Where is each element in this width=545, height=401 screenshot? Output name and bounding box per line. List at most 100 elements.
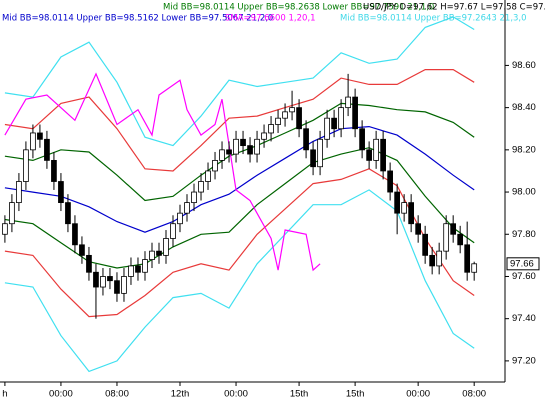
candle-body bbox=[303, 128, 309, 151]
x-tick-label: h bbox=[2, 389, 7, 400]
candle-body bbox=[289, 107, 295, 113]
candle-body bbox=[30, 132, 36, 151]
indicator-line bbox=[4, 72, 321, 272]
y-tick-label: 97.20 bbox=[512, 355, 536, 366]
x-tick-label: 00:00 bbox=[406, 389, 430, 400]
indicator-caption: Mid BB=98.0114 Upper BB=98.2638 Lower BB… bbox=[163, 3, 434, 13]
candle-body bbox=[156, 250, 162, 256]
indicator-line bbox=[4, 168, 475, 318]
candle-body bbox=[191, 191, 197, 204]
candle-body bbox=[352, 96, 358, 130]
candle-body bbox=[23, 149, 29, 182]
candle-body bbox=[184, 202, 190, 214]
y-tick-label: 97.80 bbox=[512, 229, 536, 240]
x-tick-label: 15th bbox=[346, 389, 365, 400]
y-tick-label: 98.00 bbox=[512, 187, 536, 198]
candle-body bbox=[429, 254, 436, 267]
x-tick-label: 00:00 bbox=[49, 389, 73, 400]
candle-body bbox=[163, 238, 169, 256]
candle-body bbox=[394, 191, 400, 214]
candle-body bbox=[247, 145, 253, 155]
candle-body bbox=[114, 280, 120, 294]
candle-body bbox=[149, 250, 155, 260]
indicator-caption: Mid BB=98.0114 Upper BB=98.5162 Lower BB… bbox=[2, 14, 273, 24]
indicator-line bbox=[4, 189, 475, 373]
indicator-line bbox=[4, 125, 475, 233]
candle-body bbox=[128, 265, 134, 277]
indicator-line bbox=[4, 16, 475, 147]
candle-body bbox=[142, 259, 148, 273]
x-tick-label: 15th bbox=[290, 389, 309, 400]
candle-body bbox=[268, 124, 274, 134]
candle-body bbox=[296, 107, 302, 130]
last-price-label: 97.66 bbox=[510, 258, 534, 269]
candle-body bbox=[359, 128, 365, 151]
candle-body bbox=[58, 181, 64, 204]
candle-body bbox=[443, 223, 450, 252]
candle-body bbox=[373, 138, 379, 161]
candle-body bbox=[240, 138, 246, 147]
x-tick-label: 00:00 bbox=[224, 389, 248, 400]
candle-body bbox=[205, 170, 211, 182]
candle-body bbox=[107, 276, 113, 282]
candle-body bbox=[380, 138, 386, 172]
indicator-caption: SMA=97.6600 1,20,1 bbox=[225, 14, 316, 24]
candle-body bbox=[93, 271, 99, 288]
candle-body bbox=[310, 149, 316, 168]
candle-body bbox=[233, 138, 239, 155]
y-tick-label: 97.40 bbox=[512, 313, 536, 324]
indicator-line bbox=[4, 147, 475, 269]
last-price-box bbox=[506, 257, 540, 271]
candle-body bbox=[345, 96, 351, 109]
candle-body bbox=[219, 149, 225, 161]
candle-body bbox=[422, 233, 429, 256]
candle-body bbox=[135, 265, 141, 273]
x-tick-label: 08:00 bbox=[462, 389, 486, 400]
candle-body bbox=[9, 202, 15, 225]
y-tick-label: 97.60 bbox=[512, 271, 536, 282]
candle-body bbox=[79, 244, 85, 256]
candle-body bbox=[198, 181, 204, 193]
candle-body bbox=[16, 181, 22, 204]
candle-body bbox=[450, 223, 457, 235]
candle-body bbox=[2, 223, 8, 235]
candle-body bbox=[121, 276, 127, 294]
candle-body bbox=[100, 276, 106, 288]
candle-body bbox=[261, 132, 267, 140]
candle-body bbox=[72, 223, 78, 246]
candle-body bbox=[317, 138, 323, 168]
candle-body bbox=[338, 107, 344, 130]
candle-body bbox=[387, 170, 393, 193]
candle-body bbox=[401, 202, 407, 214]
candle-body bbox=[212, 159, 218, 172]
y-tick-label: 98.20 bbox=[512, 144, 536, 155]
candle-body bbox=[408, 202, 414, 225]
candle-body bbox=[86, 254, 92, 273]
candle-body bbox=[65, 202, 71, 225]
candle-body bbox=[37, 132, 43, 140]
candle-body bbox=[170, 223, 176, 239]
candle-body bbox=[464, 244, 471, 273]
candle-body bbox=[226, 149, 232, 155]
candle-body bbox=[366, 149, 372, 161]
candle-body bbox=[275, 117, 281, 125]
candle-body bbox=[282, 111, 288, 119]
indicator-caption: Mid BB=98.0114 Upper BB=97.2643 21,3,0 bbox=[340, 14, 527, 24]
candle-body bbox=[51, 159, 57, 182]
candle-body bbox=[457, 233, 464, 246]
candle-body bbox=[331, 117, 337, 130]
candle-body bbox=[177, 212, 183, 225]
y-tick-label: 98.60 bbox=[512, 60, 536, 71]
plot bbox=[2, 16, 478, 373]
candle-body bbox=[471, 263, 478, 273]
x-tick-label: 08:00 bbox=[105, 389, 129, 400]
y-tick-label: 98.40 bbox=[512, 102, 536, 113]
candle-body bbox=[44, 138, 50, 161]
candle-body bbox=[324, 117, 330, 140]
candle-body bbox=[254, 138, 260, 155]
indicator-caption: USD/JPY O=97.62 H=97.67 L=97.58 C=97.66 bbox=[363, 3, 545, 13]
x-tick-label: 12th bbox=[171, 389, 190, 400]
candle-body bbox=[436, 250, 443, 267]
candle-body bbox=[415, 223, 421, 235]
